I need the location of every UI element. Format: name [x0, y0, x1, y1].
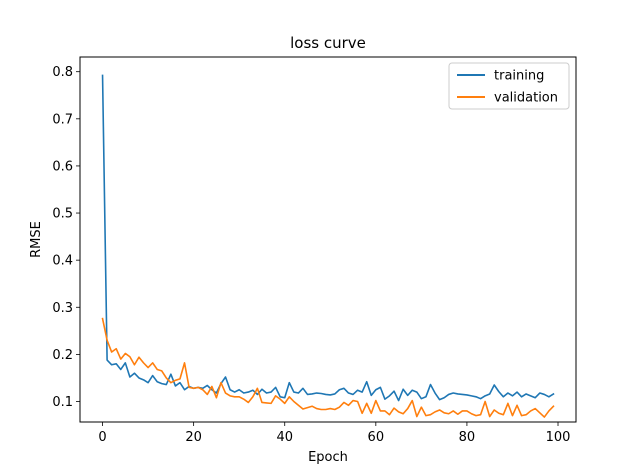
x-tick-label: 100	[546, 430, 571, 445]
legend-label-validation: validation	[494, 91, 558, 106]
y-tick-label: 0.8	[52, 65, 73, 80]
y-tick-label: 0.5	[52, 207, 73, 222]
y-tick-label: 0.4	[52, 254, 73, 269]
axes-frame	[79, 56, 577, 423]
chart-title: loss curve	[290, 34, 366, 52]
x-tick-label: 0	[98, 430, 106, 445]
series-line-training	[101, 74, 555, 402]
y-tick-label: 0.7	[52, 112, 73, 127]
x-tick-label: 60	[368, 430, 385, 445]
x-axis-label: Epoch	[308, 450, 348, 465]
series-line-validation	[101, 317, 555, 418]
plot-lines	[101, 74, 555, 418]
x-tick-label: 20	[185, 430, 202, 445]
legend: training validation	[448, 62, 570, 110]
x-ticks: 0 20 40 60 80 100	[98, 422, 570, 445]
y-axis-label: RMSE	[29, 221, 44, 258]
y-tick-label: 0.3	[52, 301, 73, 316]
y-ticks: 0.1 0.2 0.3 0.4 0.5 0.6 0.7 0.8	[52, 65, 80, 410]
x-tick-label: 40	[276, 430, 293, 445]
y-tick-label: 0.1	[52, 395, 73, 410]
legend-label-training: training	[494, 69, 544, 84]
y-tick-label: 0.2	[52, 348, 73, 363]
x-tick-label: 80	[459, 430, 476, 445]
y-tick-label: 0.6	[52, 159, 73, 174]
